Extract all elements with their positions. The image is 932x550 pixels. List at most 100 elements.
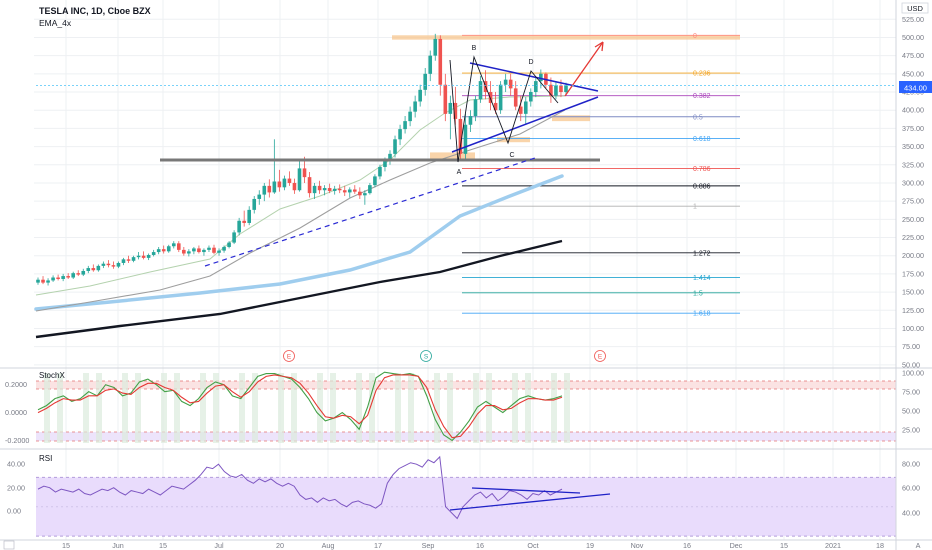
candle-body-30 (187, 251, 191, 254)
candle-body-78 (428, 55, 433, 74)
stoch-bar (239, 373, 245, 443)
stoch-bar (369, 373, 375, 443)
candle-body-60 (337, 188, 342, 191)
price-tick-19: 50.00 (902, 360, 920, 369)
event-marker-label-2: E (598, 354, 603, 361)
price-tick-15: 150.00 (902, 288, 924, 297)
candle-body-36 (217, 250, 221, 253)
candles[interactable] (36, 33, 568, 286)
price-tick-2: 475.00 (902, 51, 924, 60)
stoch-bar (135, 373, 141, 443)
candle-body-15 (111, 265, 116, 267)
stoch-right-tick-2: 50.00 (902, 407, 920, 416)
price-tick-8: 325.00 (902, 160, 924, 169)
triangle-upper-line (469, 62, 599, 92)
candle-body-3 (51, 277, 55, 281)
candle-body-72 (398, 129, 402, 140)
candle-body-13 (101, 263, 106, 266)
stoch-bar (57, 373, 63, 443)
candle-body-93 (503, 79, 508, 85)
chart-title: TESLA INC, 1D, Cboe BZX (39, 6, 151, 16)
stoch-bar (356, 373, 362, 443)
x-tick-6: 17 (374, 541, 382, 550)
candle-body-12 (96, 265, 101, 271)
fib-label-1: 1 (693, 204, 697, 211)
candle-body-63 (353, 189, 357, 192)
candle-body-43 (252, 198, 257, 210)
stoch-bar (330, 373, 336, 443)
price-tick-1: 500.00 (902, 33, 924, 42)
candle-body-9 (81, 270, 86, 275)
candle-body-32 (197, 248, 201, 253)
candle-body-48 (277, 181, 282, 188)
stoch-left-tick-0: 0.2000 (5, 380, 27, 389)
fib-label-1.414: 1.414 (693, 275, 711, 282)
candle-body-77 (423, 73, 427, 90)
rsi-background (36, 476, 896, 537)
stoch-bar (252, 373, 258, 443)
currency-label[interactable]: USD (907, 4, 923, 13)
candle-body-18 (126, 259, 131, 261)
stoch-line-1 (37, 374, 563, 439)
candle-body-0 (36, 279, 40, 283)
fib-label-0.886: 0.886 (693, 183, 711, 190)
rsi-lower-trendline (449, 493, 611, 511)
candle-body-94 (508, 79, 513, 89)
x-tick-10: 19 (586, 541, 594, 550)
stoch-title: StochX (39, 371, 65, 380)
candle-body-62 (347, 189, 352, 193)
fib-zone-1 (430, 152, 475, 162)
price-tick-13: 200.00 (902, 251, 924, 260)
candle-body-81 (443, 84, 448, 114)
candle-body-46 (267, 185, 272, 193)
candle-body-39 (232, 232, 236, 243)
event-marker-1 (420, 350, 432, 362)
candle-body-38 (227, 242, 231, 247)
candle-body-19 (131, 257, 136, 261)
x-tick-14: 15 (780, 541, 788, 550)
candle-body-40 (237, 220, 241, 233)
price-tick-10: 275.00 (902, 197, 924, 206)
candle-body-69 (383, 161, 387, 167)
candle-body-83 (453, 102, 458, 119)
fib-zone-0 (392, 35, 740, 40)
x-tick-13: Dec (730, 541, 743, 550)
candle-body-47 (272, 181, 277, 193)
x-tick-9: Oct (527, 541, 538, 550)
stoch-line-0 (37, 371, 563, 442)
candle-body-88 (478, 81, 483, 100)
candle-body-75 (413, 101, 417, 112)
event-marker-label-1: S (424, 354, 429, 361)
candle-body-84 (458, 118, 463, 154)
fib-label-1.5: 1.5 (693, 290, 703, 297)
fib-label-1.618: 1.618 (693, 311, 711, 318)
stoch-bar (174, 373, 180, 443)
fib-label-1.272: 1.272 (693, 250, 711, 257)
stoch-bar (551, 373, 557, 443)
price-badge: 434.00 (899, 81, 932, 93)
stoch-bar (278, 373, 284, 443)
stoch-bar (122, 373, 128, 443)
candle-body-99 (534, 81, 538, 93)
last-price-label: 434.00 (904, 84, 927, 93)
ema-50 (35, 109, 566, 312)
pattern-label-B: B (472, 45, 477, 52)
candle-body-53 (302, 168, 307, 178)
ema-100 (34, 174, 564, 311)
indicator-label: EMA_4x (39, 18, 72, 28)
candle-body-1 (41, 279, 45, 283)
candle-body-16 (116, 262, 121, 267)
candle-body-6 (66, 276, 70, 278)
fib-zones (392, 35, 740, 162)
candle-body-86 (468, 116, 473, 125)
x-tick-2: 15 (159, 541, 167, 550)
candle-body-73 (403, 121, 407, 130)
candle-body-44 (257, 194, 262, 199)
candle-body-82 (448, 102, 453, 114)
stoch-bar (434, 373, 440, 443)
candle-body-22 (146, 254, 151, 258)
candle-body-55 (312, 185, 317, 194)
candle-body-28 (177, 243, 181, 250)
candle-body-59 (332, 188, 337, 191)
